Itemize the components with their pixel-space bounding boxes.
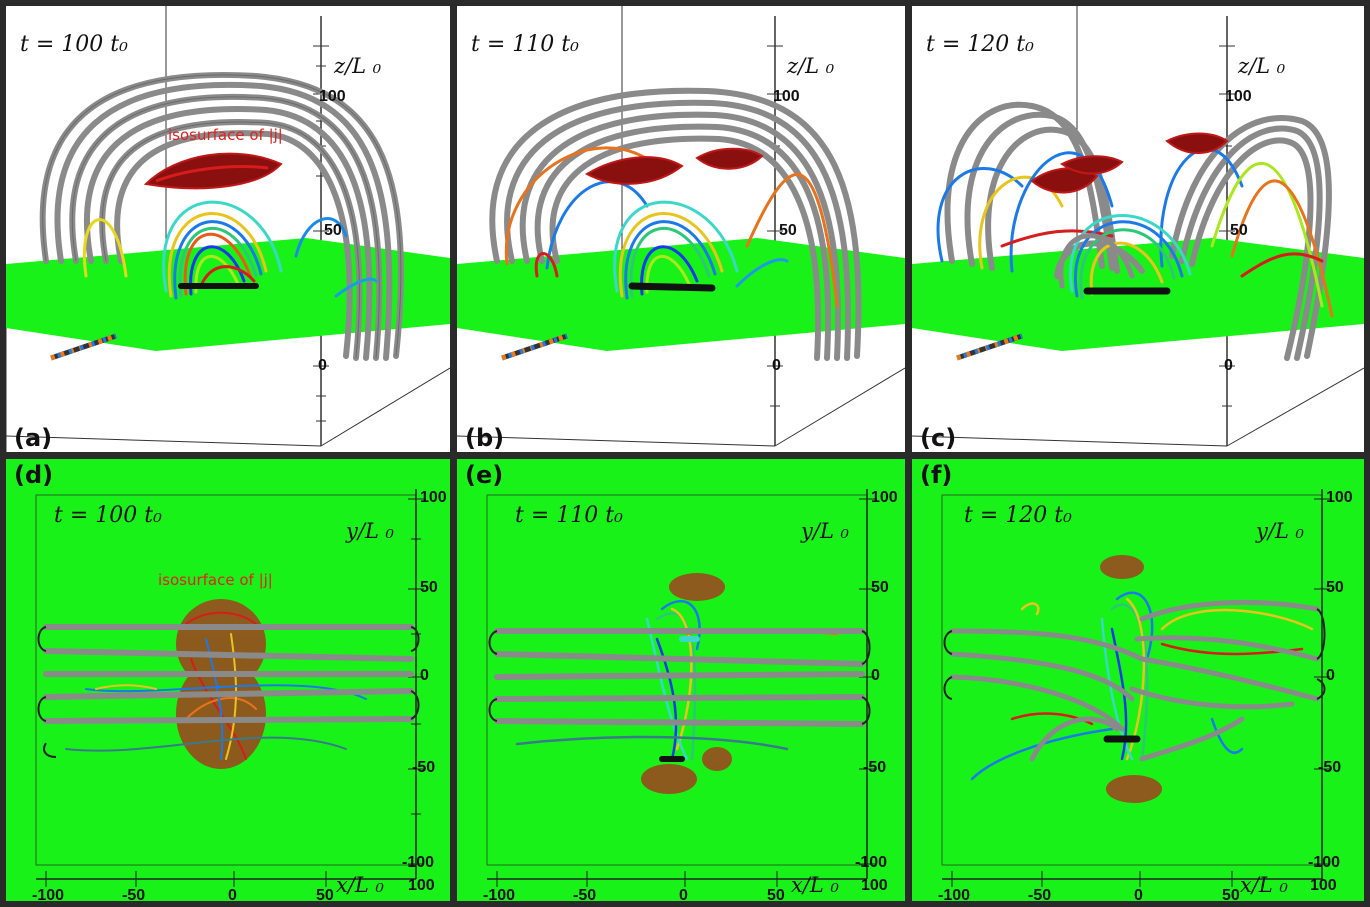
photosphere-plane <box>457 238 905 351</box>
panel-d-render <box>35 489 424 887</box>
panel-e-render <box>486 489 875 887</box>
current-isosurface <box>584 147 764 185</box>
panel-letter-d: (d) <box>14 461 54 489</box>
x-axis-label-f: x/L ₀ <box>1240 873 1288 897</box>
panel-letter-b: (b) <box>465 424 505 452</box>
y-tick-m100-f: -100 <box>1308 854 1341 871</box>
panel-letter-e: (e) <box>465 461 504 489</box>
current-isosurface <box>1100 555 1162 803</box>
x-tick-0-f: 0 <box>1134 887 1143 901</box>
x-tick-m100-f: -100 <box>938 887 971 901</box>
y-tick-m50-d: -50 <box>412 759 436 776</box>
panel-a: t = 100 t₀ z/L ₀ 100 50 0 isosurface of … <box>6 6 450 452</box>
y-tick-50-f: 50 <box>1326 579 1344 596</box>
x-tick-m50-f: -50 <box>1028 887 1052 901</box>
x-tick-0-d: 0 <box>228 887 237 901</box>
x-axis-label-d: x/L ₀ <box>336 873 384 897</box>
x-tick-m100-d: -100 <box>32 887 65 901</box>
x-tick-50-d: 50 <box>316 887 334 901</box>
overlying-arcade <box>489 87 862 361</box>
current-isosurface <box>641 573 732 794</box>
y-tick-m50-f: -50 <box>1318 759 1342 776</box>
panel-b-render <box>457 6 905 447</box>
y-tick-0-e: 0 <box>871 667 880 684</box>
y-tick-0-d: 0 <box>420 667 429 684</box>
x-axis-label-e: x/L ₀ <box>791 873 839 897</box>
z-axis-label-c: z/L ₀ <box>1238 54 1286 78</box>
y-tick-m50-e: -50 <box>863 759 887 776</box>
photosphere-plane <box>6 238 450 351</box>
panel-d: (d) t = 100 t₀ y/L ₀ x/L ₀ isosurface of… <box>6 459 450 901</box>
time-label-d: t = 100 t₀ <box>54 503 162 528</box>
z-tick-0-a: 0 <box>318 357 327 374</box>
panel-letter-c: (c) <box>920 424 957 452</box>
y-tick-50-d: 50 <box>420 579 438 596</box>
overlying-arcade <box>43 624 414 724</box>
panel-e: (e) t = 110 t₀ y/L ₀ x/L ₀ 100 50 0 -50 … <box>457 459 905 901</box>
z-tick-100-c: 100 <box>1225 88 1252 105</box>
iso-label-a: isosurface of |j| <box>168 126 283 144</box>
time-label-f: t = 120 t₀ <box>964 503 1072 528</box>
panel-letter-a: (a) <box>14 424 53 452</box>
x-tick-m50-d: -50 <box>122 887 146 901</box>
x-tick-m50-e: -50 <box>573 887 597 901</box>
panel-c: t = 120 t₀ z/L ₀ 100 50 0 (c) <box>912 6 1364 452</box>
panel-a-render <box>6 6 450 452</box>
core-field-lines <box>83 200 378 300</box>
overlying-arcade <box>494 628 865 727</box>
y-tick-m100-d: -100 <box>402 854 435 871</box>
time-label-b: t = 110 t₀ <box>471 32 579 57</box>
y-tick-0-f: 0 <box>1326 667 1335 684</box>
y-axis-label-d: y/L ₀ <box>346 519 394 543</box>
current-isosurface <box>1030 132 1229 194</box>
current-isosurface <box>143 152 283 190</box>
x-tick-100-e: 100 <box>861 877 888 894</box>
y-tick-m100-e: -100 <box>855 854 888 871</box>
y-axis-label-f: y/L ₀ <box>1256 519 1304 543</box>
z-tick-0-c: 0 <box>1224 357 1233 374</box>
x-tick-50-f: 50 <box>1222 887 1240 901</box>
z-axis-label-b: z/L ₀ <box>787 54 835 78</box>
iso-label-d: isosurface of |j| <box>158 571 273 589</box>
overlying-arcade <box>949 599 1320 762</box>
panel-f: (f) t = 120 t₀ y/L ₀ x/L ₀ 100 50 0 -50 … <box>912 459 1364 901</box>
y-tick-100-f: 100 <box>1326 489 1353 506</box>
z-axis-label-a: z/L ₀ <box>334 54 382 78</box>
x-tick-100-d: 100 <box>408 877 435 894</box>
y-tick-100-d: 100 <box>420 489 447 506</box>
panel-letter-f: (f) <box>920 461 953 489</box>
z-tick-100-b: 100 <box>773 88 800 105</box>
x-tick-50-e: 50 <box>767 887 785 901</box>
z-tick-50-a: 50 <box>324 222 342 239</box>
y-tick-50-e: 50 <box>871 579 889 596</box>
x-tick-m100-e: -100 <box>483 887 516 901</box>
panel-f-render <box>941 489 1330 887</box>
z-tick-100-a: 100 <box>319 88 346 105</box>
z-tick-50-b: 50 <box>779 222 797 239</box>
y-axis-label-e: y/L ₀ <box>801 519 849 543</box>
x-tick-100-f: 100 <box>1310 877 1337 894</box>
flux-rope-tail <box>50 333 117 361</box>
panel-b: t = 110 t₀ z/L ₀ 100 50 0 (b) <box>457 6 905 452</box>
time-label-c: t = 120 t₀ <box>926 32 1034 57</box>
y-tick-100-e: 100 <box>871 489 898 506</box>
panel-c-render <box>912 6 1364 447</box>
x-tick-0-e: 0 <box>679 887 688 901</box>
time-label-a: t = 100 t₀ <box>20 32 128 57</box>
z-tick-0-b: 0 <box>772 357 781 374</box>
time-label-e: t = 110 t₀ <box>515 503 623 528</box>
z-tick-50-c: 50 <box>1230 222 1248 239</box>
